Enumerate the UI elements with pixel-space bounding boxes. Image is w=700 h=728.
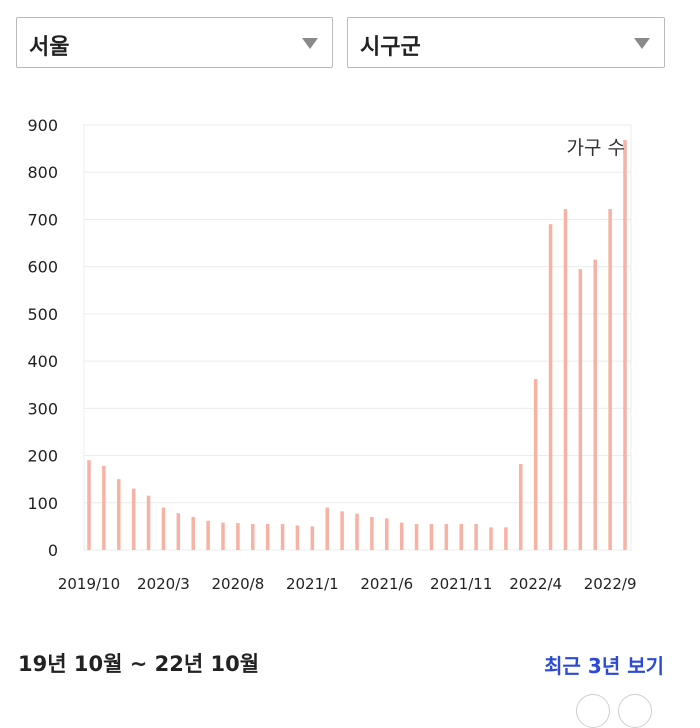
bar [533,379,538,550]
bar-series [87,140,627,551]
prev-page-button[interactable] [576,694,610,728]
bar [146,495,151,550]
bar [206,520,210,550]
bar [459,524,463,550]
bar [385,518,389,550]
bar [548,224,553,550]
x-tick-label: 2021/6 [360,575,413,593]
region-select-value: 서울 [29,35,70,60]
bar [399,522,404,550]
recent-3-years-link[interactable]: 최근 3년 보기 [544,654,664,678]
x-tick-label: 2021/11 [430,575,492,593]
period-range: 19년 10월 ~ 22년 10월 [18,652,260,676]
bar [265,524,270,550]
bar [221,522,225,550]
y-tick-label: 200 [27,447,58,466]
y-tick-label: 400 [27,352,58,371]
district-select[interactable]: 시구군 [347,17,665,68]
y-tick-label: 300 [27,399,58,418]
bar [623,140,627,550]
bar [608,209,612,551]
y-tick-label: 700 [27,210,58,229]
bar [87,460,91,550]
bar [489,527,493,550]
x-tick-label: 2020/3 [137,575,190,593]
x-tick-label: 2020/8 [211,575,264,593]
y-tick-label: 100 [27,494,58,513]
bar [414,524,419,550]
household-count-chart: 0 100 200 300 400 500 600 700 800 900 2019/10 2020… [27,116,637,593]
bar [593,259,597,550]
x-tick-label: 2022/9 [584,575,637,593]
bar [370,516,374,550]
legend-label: 가구 수 [567,137,625,159]
bar [474,524,478,550]
bar [504,527,508,550]
y-tick-label: 0 [48,541,58,560]
y-tick-label: 900 [27,116,58,135]
bar [519,464,523,550]
bar [578,269,583,550]
bar [236,523,240,550]
bar [131,488,136,550]
bar [444,524,449,550]
bar [161,507,166,550]
district-select-value: 시구군 [360,35,421,60]
y-tick-label: 800 [27,163,58,182]
bar [117,479,121,550]
region-select[interactable]: 서울 [16,17,333,68]
y-tick-label: 600 [27,258,58,277]
bar [251,524,255,550]
y-axis: 0 100 200 300 400 500 600 700 800 900 [27,116,58,560]
bar [102,465,106,550]
bar [429,524,434,550]
bar [191,516,195,550]
bar [355,513,359,550]
bar [295,525,300,550]
bar [563,209,568,551]
x-tick-label: 2019/10 [58,575,120,593]
bar [310,526,315,550]
bar [340,511,344,550]
y-tick-label: 500 [27,305,58,324]
next-page-button[interactable] [618,694,652,728]
x-tick-label: 2021/1 [286,575,339,593]
x-axis: 2019/10 2020/3 2020/8 2021/1 2021/6 2021/11 20… [58,575,637,593]
chevron-down-icon [302,38,318,49]
chevron-down-icon [634,38,650,49]
bar [325,507,329,550]
bar [176,513,181,550]
bar [280,524,285,550]
x-tick-label: 2022/4 [509,575,562,593]
